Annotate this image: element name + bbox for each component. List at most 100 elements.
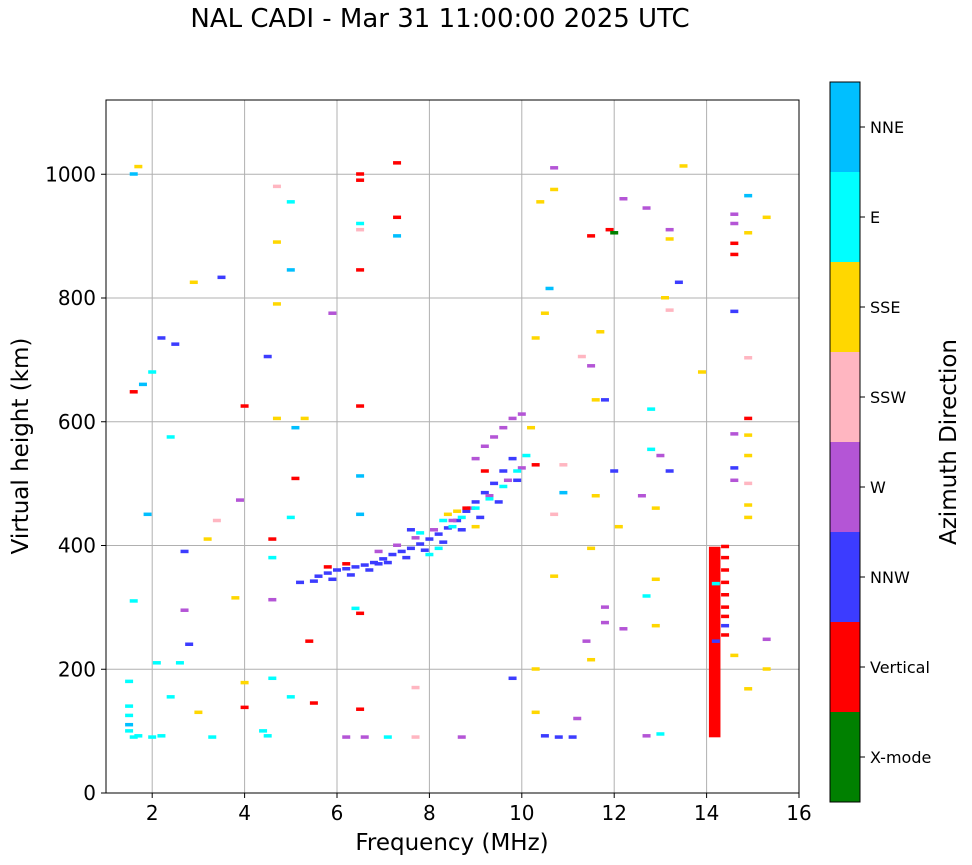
data-point xyxy=(356,611,365,616)
x-axis-label: Frequency (MHz) xyxy=(355,830,548,856)
data-point xyxy=(393,234,402,238)
data-point xyxy=(272,184,281,189)
colorbar-segment xyxy=(830,712,860,802)
x-tick-label: 12 xyxy=(601,801,626,825)
data-point xyxy=(272,240,281,244)
data-point xyxy=(194,710,203,715)
data-point xyxy=(531,710,540,715)
data-point xyxy=(365,568,374,572)
data-point xyxy=(573,716,582,721)
data-point xyxy=(430,528,439,532)
data-point xyxy=(166,435,175,439)
data-point xyxy=(296,580,305,585)
colorbar-tick-label: X-mode xyxy=(870,748,931,767)
data-point xyxy=(762,667,771,671)
data-point xyxy=(443,512,452,517)
data-point xyxy=(125,704,134,708)
data-point xyxy=(471,506,480,510)
data-point xyxy=(721,623,730,628)
data-point xyxy=(379,557,388,561)
data-point xyxy=(203,537,212,541)
data-point xyxy=(346,573,355,577)
data-point xyxy=(231,596,240,600)
data-point xyxy=(471,500,480,504)
data-point xyxy=(651,577,660,582)
data-point xyxy=(374,562,383,566)
data-point xyxy=(374,549,383,554)
data-point xyxy=(730,478,739,483)
data-point xyxy=(305,639,314,643)
data-point xyxy=(125,729,134,733)
data-point xyxy=(406,528,415,532)
data-point xyxy=(189,280,198,285)
data-point xyxy=(439,540,448,544)
data-point xyxy=(383,735,392,739)
data-point xyxy=(125,722,134,727)
y-tick-label: 0 xyxy=(83,781,96,805)
data-point xyxy=(614,524,623,529)
data-point xyxy=(388,552,397,557)
data-point xyxy=(550,166,559,170)
data-point xyxy=(711,581,720,586)
data-point xyxy=(550,187,559,192)
data-point xyxy=(721,633,730,637)
data-point xyxy=(453,518,462,523)
colorbar-tick-label: SSW xyxy=(870,388,906,407)
data-point xyxy=(536,200,545,204)
data-point xyxy=(540,734,549,738)
data-point xyxy=(138,382,147,387)
y-axis-label: Virtual height (km) xyxy=(8,338,34,555)
data-point xyxy=(356,227,365,232)
x-tick-label: 16 xyxy=(786,801,811,825)
data-point xyxy=(550,512,559,517)
data-point xyxy=(342,735,351,739)
colorbar-segment xyxy=(830,622,860,712)
data-point xyxy=(499,469,508,473)
data-point xyxy=(665,308,674,312)
colorbar-tick-label: W xyxy=(870,478,886,497)
data-point xyxy=(522,453,531,458)
data-point xyxy=(485,497,494,501)
data-point xyxy=(235,498,244,502)
data-point xyxy=(721,593,730,597)
ticks-layer: 2 4 6 8 10 12 14 16 0 200 400 600 800 1000 xyxy=(45,162,812,825)
data-point xyxy=(721,605,730,609)
data-point xyxy=(171,342,180,346)
colorbar-segment xyxy=(830,532,860,622)
data-point xyxy=(393,543,402,547)
data-point xyxy=(591,494,600,498)
data-point xyxy=(212,518,221,523)
colorbar-label: Azimuth Direction xyxy=(936,339,962,545)
data-point xyxy=(730,221,739,226)
data-point xyxy=(457,528,466,532)
data-point xyxy=(508,676,517,681)
x-tick-label: 2 xyxy=(146,801,159,825)
data-point xyxy=(309,579,318,583)
data-point xyxy=(434,532,443,536)
data-point xyxy=(494,500,503,504)
data-point xyxy=(148,735,157,739)
data-point xyxy=(466,506,475,510)
data-point xyxy=(129,390,138,394)
data-point xyxy=(656,732,665,736)
data-point xyxy=(744,193,753,198)
data-point xyxy=(642,734,651,738)
data-point xyxy=(134,734,143,738)
data-point xyxy=(240,705,249,710)
data-point xyxy=(175,661,184,665)
data-point xyxy=(356,512,365,517)
data-point xyxy=(217,275,226,280)
data-point xyxy=(587,234,596,238)
data-point xyxy=(471,524,480,529)
data-point xyxy=(665,237,674,241)
data-point xyxy=(393,215,402,220)
data-point xyxy=(425,537,434,541)
data-point xyxy=(453,509,462,513)
data-point xyxy=(323,565,332,569)
data-point xyxy=(411,685,420,690)
chart-title: NAL CADI - Mar 31 11:00:00 2025 UTC xyxy=(190,4,690,34)
data-point xyxy=(587,657,596,662)
data-point xyxy=(762,637,771,642)
data-point xyxy=(448,524,457,529)
